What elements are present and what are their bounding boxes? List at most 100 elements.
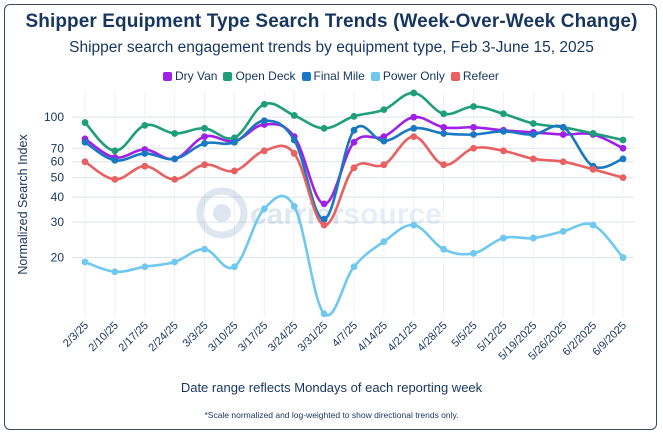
data-point-refeer: [500, 147, 507, 155]
data-point-final-mile: [201, 140, 208, 147]
legend-label: Refeer: [462, 69, 499, 83]
data-point-refeer: [231, 167, 238, 175]
y-tick-label: 60: [51, 155, 65, 169]
data-point-dry-van: [619, 144, 627, 152]
x-tick-labels: 2/3/252/10/252/17/252/24/25 3/3/253/10/25…: [61, 320, 629, 363]
y-tick-label: 20: [51, 251, 65, 265]
legend-swatch: [163, 71, 172, 81]
x-tick-label: 2/17/25: [116, 320, 150, 354]
data-point-open-deck: [201, 124, 208, 132]
legend-label: Open Deck: [235, 69, 296, 83]
data-point-dry-van: [559, 131, 567, 138]
data-point-final-mile: [470, 131, 477, 138]
series-power-only: [81, 194, 627, 318]
data-point-power-only: [470, 249, 477, 257]
data-point-refeer: [410, 133, 418, 141]
data-point-open-deck: [500, 110, 507, 118]
data-point-dry-van: [440, 123, 448, 131]
legend-label: Dry Van: [175, 69, 218, 83]
legend-item-final-mile: Final Mile: [301, 69, 365, 83]
x-tick-label: 3/24/25: [266, 320, 300, 354]
footnote: *Scale normalized and log-weighted to sh…: [204, 410, 459, 420]
data-point-dry-van: [320, 200, 328, 208]
data-point-final-mile: [559, 123, 567, 131]
data-point-open-deck: [260, 100, 268, 108]
legend-label: Power Only: [382, 69, 445, 83]
x-tick-label: 2/10/25: [87, 320, 121, 354]
data-point-final-mile: [290, 136, 298, 144]
data-point-final-mile: [141, 150, 149, 157]
data-point-power-only: [320, 310, 328, 318]
data-point-dry-van: [350, 138, 358, 146]
data-point-dry-van: [470, 123, 477, 131]
data-point-dry-van: [410, 113, 418, 121]
data-point-power-only: [589, 221, 597, 229]
data-point-final-mile: [619, 155, 627, 163]
x-tick-label: 4/21/25: [385, 320, 419, 354]
data-point-power-only: [350, 263, 358, 271]
data-point-refeer: [559, 158, 567, 166]
data-point-refeer: [619, 174, 627, 182]
legend-label: Final Mile: [313, 69, 365, 83]
data-point-open-deck: [619, 136, 627, 144]
y-tick-label: 30: [51, 215, 65, 229]
x-tick-label: 3/31/25: [296, 320, 330, 354]
data-point-power-only: [260, 205, 268, 213]
data-point-final-mile: [529, 131, 537, 138]
data-point-final-mile: [410, 124, 418, 132]
data-point-power-only: [559, 227, 567, 235]
legend-item-refeer: Refeer: [450, 69, 499, 83]
legend-swatch: [301, 71, 311, 81]
x-tick-label: 4/28/25: [415, 320, 449, 354]
data-point-final-mile: [171, 155, 179, 163]
y-axis-label: Normalized Search Index: [16, 134, 30, 275]
data-point-refeer: [171, 175, 179, 183]
data-point-refeer: [290, 150, 298, 157]
watermark-dot-icon: [213, 204, 231, 222]
data-point-open-deck: [141, 121, 149, 129]
data-point-refeer: [320, 221, 328, 229]
chart-title: Shipper Equipment Type Search Trends (We…: [25, 11, 638, 32]
data-point-open-deck: [440, 110, 448, 118]
data-point-open-deck: [320, 124, 328, 132]
data-point-refeer: [589, 165, 597, 173]
data-point-final-mile: [500, 127, 507, 135]
data-point-open-deck: [589, 130, 597, 137]
y-tick-label: 50: [51, 171, 65, 185]
data-point-final-mile: [350, 126, 358, 134]
data-point-power-only: [619, 254, 627, 261]
series-refeer: [81, 133, 627, 229]
watermark-text-part2: source: [343, 198, 441, 231]
data-point-power-only: [290, 202, 298, 210]
data-point-final-mile: [81, 138, 89, 146]
legend-item-power-only: Power Only: [370, 69, 445, 83]
x-axis-caption: Date range reflects Mondays of each repo…: [180, 380, 483, 395]
data-point-open-deck: [81, 119, 89, 126]
data-point-power-only: [111, 268, 119, 276]
data-point-final-mile: [111, 156, 119, 164]
data-point-final-mile: [320, 215, 328, 223]
legend-swatch: [223, 71, 233, 81]
data-point-dry-van: [201, 133, 208, 141]
data-point-refeer: [380, 161, 388, 169]
legend-item-dry-van: Dry Van: [163, 69, 217, 83]
data-point-open-deck: [171, 130, 179, 137]
data-point-open-deck: [350, 112, 358, 120]
data-point-power-only: [171, 258, 179, 266]
data-point-open-deck: [290, 112, 298, 119]
legend-item-open-deck: Open Deck: [223, 69, 296, 83]
legend-swatch: [370, 71, 380, 81]
data-point-refeer: [529, 155, 537, 163]
data-point-final-mile: [260, 117, 268, 125]
chart-legend: Dry Van Open Deck Final Mile Power Only Refe…: [163, 67, 499, 85]
data-point-refeer: [201, 161, 208, 169]
data-point-open-deck: [380, 106, 388, 114]
data-point-power-only: [141, 263, 149, 271]
x-tick-label: 3/10/25: [206, 320, 240, 354]
data-point-open-deck: [529, 120, 537, 127]
chart-subtitle: Shipper search engagement trends by equi…: [69, 39, 594, 56]
data-point-power-only: [410, 221, 418, 229]
y-tick-label: 40: [51, 190, 65, 204]
data-point-power-only: [380, 238, 388, 246]
